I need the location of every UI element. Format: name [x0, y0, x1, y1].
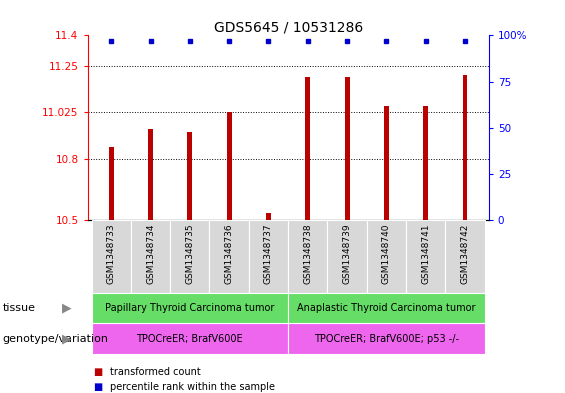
Bar	[188, 132, 192, 220]
Bar	[328, 220, 367, 293]
Text: tissue: tissue	[3, 303, 36, 313]
Bar	[384, 106, 389, 220]
Text: GSM1348738: GSM1348738	[303, 224, 312, 285]
Bar	[148, 129, 153, 220]
Text: ■: ■	[93, 367, 102, 377]
Bar	[249, 220, 288, 293]
Text: GSM1348740: GSM1348740	[382, 224, 391, 284]
Text: GSM1348742: GSM1348742	[460, 224, 470, 284]
Bar	[406, 220, 445, 293]
Bar	[367, 220, 406, 293]
Title: GDS5645 / 10531286: GDS5645 / 10531286	[214, 20, 363, 34]
Text: Papillary Thyroid Carcinoma tumor: Papillary Thyroid Carcinoma tumor	[105, 303, 275, 313]
Bar	[266, 213, 271, 220]
Text: GSM1348736: GSM1348736	[225, 224, 234, 285]
Bar	[131, 220, 170, 293]
Bar	[423, 106, 428, 220]
Text: ▶: ▶	[62, 332, 72, 345]
Bar	[288, 293, 485, 323]
Text: GSM1348741: GSM1348741	[421, 224, 431, 284]
Bar	[109, 147, 114, 220]
Text: Anaplastic Thyroid Carcinoma tumor: Anaplastic Thyroid Carcinoma tumor	[297, 303, 476, 313]
Text: transformed count: transformed count	[110, 367, 201, 377]
Bar	[345, 77, 350, 220]
Text: ■: ■	[93, 382, 102, 393]
Text: TPOCreER; BrafV600E; p53 -/-: TPOCreER; BrafV600E; p53 -/-	[314, 334, 459, 344]
Text: GSM1348737: GSM1348737	[264, 224, 273, 285]
Bar	[170, 220, 210, 293]
Text: ▶: ▶	[62, 301, 72, 315]
Bar	[227, 112, 232, 220]
Bar	[92, 323, 288, 354]
Text: GSM1348734: GSM1348734	[146, 224, 155, 284]
Bar	[288, 220, 328, 293]
Bar	[463, 75, 467, 220]
Text: GSM1348739: GSM1348739	[342, 224, 351, 285]
Bar	[445, 220, 485, 293]
Bar	[92, 293, 288, 323]
Text: TPOCreER; BrafV600E: TPOCreER; BrafV600E	[137, 334, 243, 344]
Bar	[288, 323, 485, 354]
Text: GSM1348733: GSM1348733	[107, 224, 116, 285]
Bar	[210, 220, 249, 293]
Bar	[306, 77, 310, 220]
Bar	[92, 220, 131, 293]
Text: percentile rank within the sample: percentile rank within the sample	[110, 382, 275, 393]
Text: GSM1348735: GSM1348735	[185, 224, 194, 285]
Text: genotype/variation: genotype/variation	[3, 334, 109, 344]
